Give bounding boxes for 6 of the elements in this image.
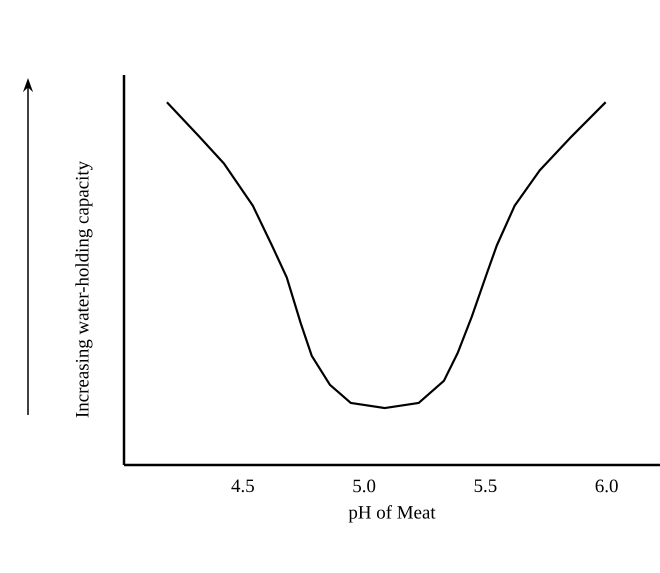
- y-axis-title: Increasing water-holding capacity: [75, 160, 92, 418]
- x-tick-label: 5.5: [474, 480, 496, 492]
- x-tick-label: 4.5: [231, 480, 254, 492]
- x-tick-label: 5.0: [353, 480, 376, 492]
- x-tick-label: 6.0: [596, 480, 618, 492]
- x-axis-title: pH of Meat: [348, 505, 436, 523]
